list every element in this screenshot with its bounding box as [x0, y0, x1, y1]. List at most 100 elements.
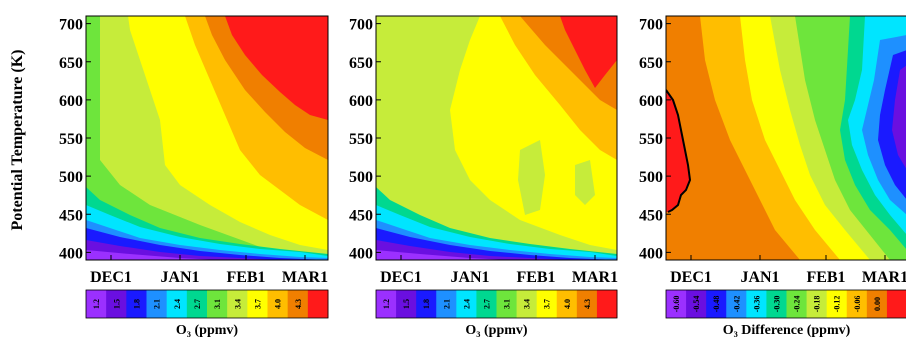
y-tick-label: 700	[59, 17, 83, 34]
x-tick-label: MAR1	[862, 269, 906, 286]
colorbar-level-label: 1.2	[382, 299, 391, 309]
colorbar-level-label: 3.4	[523, 299, 532, 309]
panel-middle: 400 450 500 550 600 650 700 DEC1 JAN1 FEB1 MAR1 1…	[349, 15, 618, 338]
y-tick-label: 500	[639, 169, 663, 186]
x-tick-label: MAR1	[282, 269, 328, 286]
band-minus-0.54	[892, 65, 906, 169]
colorbar-level-label: 3.1	[213, 299, 222, 309]
colorbar-swatch	[766, 290, 787, 318]
y-tick-label: 600	[349, 93, 373, 110]
colorbar-swatch	[247, 290, 268, 318]
colorbar-swatch	[126, 290, 147, 318]
colorbar-swatch	[726, 290, 747, 318]
y-tick-label: 550	[349, 131, 373, 148]
colorbar-level-label: 4.0	[563, 299, 572, 309]
colorbar-swatch	[396, 290, 417, 318]
colorbar-swatch	[496, 290, 518, 318]
y-tick-label: 700	[639, 17, 663, 34]
x-tick-label: JAN1	[740, 269, 779, 286]
x-tick-label: FEB1	[226, 269, 265, 286]
band-1.2	[86, 250, 220, 260]
panel-right: 400 450 500 550 600 650 700 DEC1 JAN1 FEB1 MAR1 -…	[639, 15, 906, 338]
colorbar-swatch	[576, 290, 598, 318]
colorbar-swatch	[287, 290, 309, 318]
colorbar-swatch	[307, 290, 329, 318]
band-3.4-island-2	[575, 160, 595, 205]
colorbar-level-label: 3.7	[543, 299, 552, 309]
colorbar-level-label: -0.60	[672, 296, 681, 313]
x-tick-label: JAN1	[450, 269, 489, 286]
colorbar-level-label: 2.4	[462, 299, 471, 309]
colorbar-level-label: -0.06	[853, 296, 862, 313]
colorbar-swatch	[267, 290, 289, 318]
colorbar-level-label: -0.12	[833, 296, 842, 313]
colorbar-label: O₃ (ppmv)	[465, 323, 527, 338]
colorbar-level-label: -0.54	[692, 296, 701, 313]
x-tick-label: DEC1	[90, 269, 132, 286]
colorbar-level-label: 2.4	[173, 299, 182, 309]
colorbar-frame	[665, 289, 906, 319]
y-axis-label: Potential Temperature (K)	[9, 49, 26, 230]
colorbar-level-label: 1.5	[112, 299, 121, 309]
y-tick-label: 650	[349, 55, 373, 72]
y-tick-label: 400	[639, 245, 663, 262]
y-tick-label: 550	[639, 131, 663, 148]
y-tick-label: 600	[639, 93, 663, 110]
x-tick-label: DEC1	[380, 269, 422, 286]
colorbar-swatch	[596, 290, 618, 318]
y-tick-label: 400	[349, 245, 373, 262]
colorbar-swatch	[826, 290, 848, 318]
colorbar-swatch	[666, 290, 687, 318]
x-tick-label: DEC1	[670, 269, 712, 286]
colorbar-swatch	[207, 290, 228, 318]
y-tick-label: 700	[349, 17, 373, 34]
colorbar-level-label: 1.8	[422, 299, 431, 309]
panel-left: 400 450 500 550 600 650 700 DEC1 JAN1 FEB1 MAR1 1…	[59, 15, 329, 338]
colorbar-level-label: 3.7	[253, 299, 262, 309]
colorbar-swatch	[556, 290, 578, 318]
colorbar-swatch	[456, 290, 477, 318]
colorbar-swatch	[746, 290, 767, 318]
y-tick-label: 450	[349, 207, 373, 224]
y-tick-label: 500	[349, 169, 373, 186]
colorbar-frame	[375, 289, 618, 319]
band-1.2	[376, 250, 510, 260]
x-tick-label: FEB1	[516, 269, 555, 286]
colorbar-level-label: -0.24	[793, 296, 802, 313]
colorbar-level-label: 1.5	[402, 299, 411, 309]
colorbar-level-label: 3.1	[503, 299, 512, 309]
colorbar-swatch	[376, 290, 397, 318]
colorbar-level-label: 2.1	[442, 299, 451, 309]
colorbar-swatch	[536, 290, 558, 318]
colorbar-level-label: 0.00	[873, 297, 882, 311]
band-3.4-island	[518, 140, 545, 215]
colorbar-swatch	[227, 290, 248, 318]
colorbar-level-label: 2.7	[482, 299, 491, 309]
colorbar-swatch	[106, 290, 127, 318]
colorbar-level-label: -0.42	[732, 296, 741, 313]
colorbar-level-label: 1.2	[92, 299, 101, 309]
colorbar-swatch	[686, 290, 707, 318]
colorbar-level-label: -0.36	[752, 296, 761, 313]
y-tick-label: 500	[59, 169, 83, 186]
y-tick-label: 450	[639, 207, 663, 224]
colorbar-frame	[85, 289, 329, 319]
colorbar-swatch	[436, 290, 457, 318]
colorbar-swatch	[786, 290, 808, 318]
y-tick-label: 650	[639, 55, 663, 72]
x-tick-label: FEB1	[806, 269, 845, 286]
colorbar-level-label: 2.1	[153, 299, 162, 309]
band-positive	[666, 90, 690, 212]
x-tick-label: MAR1	[572, 269, 618, 286]
y-tick-label: 550	[59, 131, 83, 148]
y-tick-label: 450	[59, 207, 83, 224]
colorbar-swatch	[476, 290, 497, 318]
colorbar-swatch	[86, 290, 107, 318]
zero-contour	[666, 89, 692, 213]
colorbar-level-label: 4.3	[294, 299, 303, 309]
x-tick-label: JAN1	[160, 269, 199, 286]
band-high	[560, 16, 617, 88]
colorbar-level-label: 2.7	[193, 299, 202, 309]
